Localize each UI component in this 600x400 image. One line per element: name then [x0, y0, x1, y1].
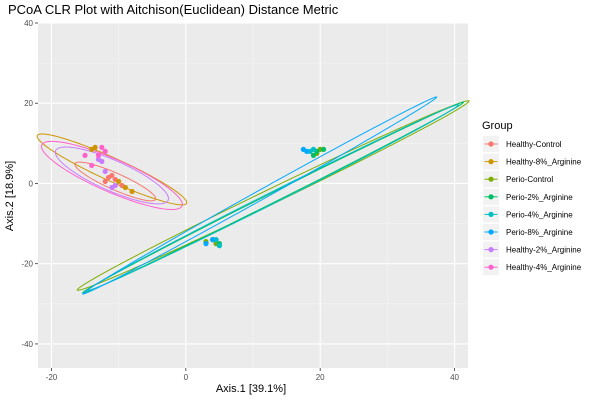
point-healthy-control — [102, 178, 108, 185]
y-tick-label: -40 — [21, 340, 33, 349]
x-axis-ticks: -20 0 20 40 — [46, 368, 460, 382]
y-tick-label: 40 — [24, 19, 33, 28]
legend-label: Healthy-8%_Arginine — [506, 158, 582, 167]
point-healthy-8-arginine — [122, 184, 128, 191]
legend-key-point — [488, 211, 494, 217]
ellipse-healthy-control — [74, 161, 157, 202]
point-perio-4-arginine — [310, 146, 317, 152]
ellipse-healthy-4-arginine — [40, 140, 183, 211]
point-healthy-2-arginine — [112, 182, 118, 189]
y-axis-ticks: -40 -20 0 20 40 — [21, 19, 38, 349]
y-tick-label: 0 — [29, 179, 34, 188]
legend-label: Healthy-Control — [506, 140, 562, 149]
confidence-ellipses — [36, 96, 470, 295]
x-tick-label: 20 — [316, 373, 325, 382]
point-perio-8-arginine — [203, 241, 209, 247]
ellipse-healthy-2-arginine — [54, 146, 169, 205]
point-perio-8-arginine — [300, 146, 306, 152]
chart-title: PCoA CLR Plot with Aitchison(Euclidean) … — [8, 2, 339, 17]
point-healthy-4-arginine — [95, 152, 102, 158]
data-points — [82, 144, 327, 249]
point-perio-8-arginine — [210, 237, 216, 243]
ellipse-perio-8-arginine — [82, 96, 438, 295]
y-tick-label: 20 — [24, 99, 33, 108]
legend-items: Healthy-Control Healthy-8%_Arginine Perio-… — [483, 136, 582, 276]
x-tick-label: -20 — [46, 373, 58, 382]
point-healthy-8-arginine — [129, 188, 135, 195]
x-axis-title: Axis.1 [39.1%] — [216, 383, 286, 395]
y-tick-label: -20 — [21, 260, 33, 269]
point-perio-2-arginine — [310, 152, 317, 158]
ellipse-perio-2-arginine — [82, 101, 465, 294]
y-axis-title: Axis.2 [18.9%] — [4, 161, 16, 231]
point-perio-2-arginine — [320, 146, 327, 152]
legend-label: Healthy-4%_Arginine — [506, 263, 582, 272]
point-healthy-2-arginine — [99, 158, 105, 165]
point-healthy-8-arginine — [116, 178, 122, 185]
x-tick-label: 40 — [450, 373, 459, 382]
ellipse-perio-control — [76, 100, 470, 291]
x-tick-label: 0 — [184, 373, 189, 382]
legend-label: Perio-8%_Arginine — [506, 228, 573, 237]
grid-major — [38, 22, 468, 368]
legend-key-point — [488, 229, 494, 235]
legend-label: Perio-Control — [506, 175, 553, 184]
legend-title: Group — [482, 120, 513, 132]
legend-label: Perio-4%_Arginine — [506, 210, 573, 219]
legend-key-point — [488, 247, 494, 253]
legend-key-point — [488, 141, 494, 147]
point-perio-4-arginine — [216, 243, 223, 249]
point-healthy-4-arginine — [89, 162, 95, 169]
point-healthy-4-arginine — [82, 152, 88, 158]
legend: Group Healthy-Control Healthy-8%_Arginine… — [482, 120, 582, 276]
legend-label: Healthy-2%_Arginine — [506, 246, 582, 255]
legend-key-point — [488, 194, 494, 200]
legend-key-point — [488, 159, 494, 165]
point-healthy-8-arginine — [89, 146, 95, 152]
point-healthy-2-arginine — [102, 168, 108, 175]
legend-key-point — [488, 176, 494, 182]
legend-key-point — [488, 264, 494, 270]
ellipse-healthy-8-arginine — [36, 133, 188, 206]
point-healthy-control — [105, 174, 112, 181]
legend-label: Perio-2%_Arginine — [506, 193, 573, 202]
point-healthy-4-arginine — [102, 148, 108, 154]
grid-minor — [38, 23, 468, 368]
point-healthy-4-arginine — [99, 144, 105, 150]
